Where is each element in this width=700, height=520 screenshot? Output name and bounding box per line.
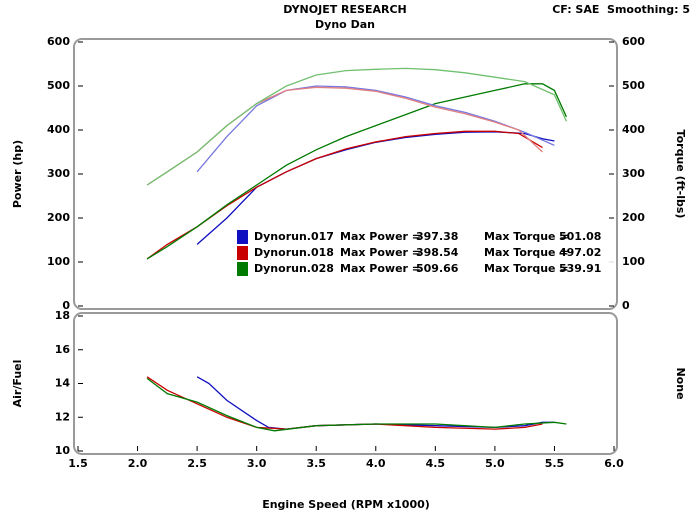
y-tick-label: 12	[55, 410, 70, 423]
legend-power-value: 398.54	[416, 246, 459, 259]
y-tick-label: 300	[47, 167, 70, 180]
legend-run: Dynorun.028	[254, 262, 334, 275]
legend-power-value: 509.66	[416, 262, 459, 275]
y2-tick-label: 200	[622, 211, 645, 224]
x-tick-label: 4.0	[366, 457, 386, 470]
y-tick-label: 600	[47, 35, 70, 48]
legend-torque-value: 501.08	[559, 230, 601, 243]
legend-run: Dynorun.018	[254, 246, 334, 259]
data-line	[146, 377, 567, 432]
x-tick-label: 5.5	[545, 457, 565, 470]
legend-power-value: 397.38	[416, 230, 458, 243]
y-tick-label: 0	[62, 299, 70, 312]
legend-torque-value: 497.02	[559, 246, 601, 259]
header-settings: CF: SAE Smoothing: 5	[552, 3, 690, 16]
data-line	[146, 67, 567, 186]
y2-tick-label: 300	[622, 167, 645, 180]
legend-swatch	[237, 246, 248, 260]
y-axis-label: Air/Fuel	[11, 360, 24, 408]
y-axis-label: Power (hp)	[11, 140, 24, 208]
afr-panel	[73, 312, 618, 455]
x-tick-label: 6.0	[604, 457, 624, 470]
y-tick-label: 100	[47, 255, 70, 268]
y-tick-label: 200	[47, 211, 70, 224]
y2-tick-label: 600	[622, 35, 645, 48]
y-tick-label: 16	[55, 343, 71, 356]
data-line	[196, 85, 555, 173]
x-tick-label: 1.5	[68, 457, 88, 470]
y-tick-label: 400	[47, 123, 70, 136]
legend-run: Dynorun.017	[254, 230, 334, 243]
y-tick-label: 18	[55, 309, 70, 322]
y2-axis-label: Torque (ft-lbs)	[674, 130, 687, 219]
x-tick-label: 5.0	[485, 457, 505, 470]
header-title: DYNOJET RESEARCH	[283, 3, 406, 16]
x-tick-label: 2.5	[187, 457, 207, 470]
legend-box	[234, 228, 614, 276]
header-subtitle: Dyno Dan	[315, 18, 375, 31]
legend-swatch	[237, 262, 248, 276]
legend-swatch	[237, 230, 248, 244]
y-tick-label: 500	[47, 79, 70, 92]
y2-axis-label: None	[674, 367, 687, 399]
x-tick-label: 4.5	[426, 457, 446, 470]
y2-tick-label: 500	[622, 79, 645, 92]
x-axis-label: Engine Speed (RPM x1000)	[262, 498, 430, 511]
legend-torque-label: Max Torque =	[484, 230, 569, 243]
legend-power-label: Max Power =	[340, 262, 421, 275]
x-tick-label: 2.0	[128, 457, 148, 470]
legend-torque-value: 539.91	[559, 262, 601, 275]
y2-tick-label: 100	[622, 255, 645, 268]
x-tick-label: 3.5	[306, 457, 326, 470]
legend-torque-label: Max Torque =	[484, 262, 569, 275]
y-tick-label: 10	[55, 444, 71, 457]
legend-power-label: Max Power =	[340, 246, 421, 259]
y-tick-label: 14	[55, 377, 71, 390]
x-tick-label: 3.0	[247, 457, 267, 470]
legend-power-label: Max Power =	[340, 230, 421, 243]
y2-tick-label: 400	[622, 123, 645, 136]
y2-tick-label: 0	[622, 299, 630, 312]
legend-torque-label: Max Torque =	[484, 246, 569, 259]
